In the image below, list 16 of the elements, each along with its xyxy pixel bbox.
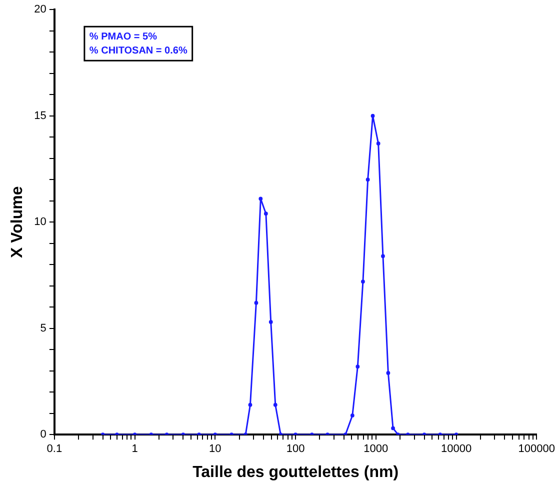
x-tick-label: 100 <box>286 443 305 456</box>
y-tick-label: 0 <box>40 428 46 441</box>
x-tick-label: 10 <box>209 443 222 456</box>
x-axis-title: Taille des gouttelettes (nm) <box>192 464 399 481</box>
x-tick-label: 1000 <box>364 443 388 456</box>
y-tick-label: 15 <box>34 110 46 122</box>
annotation: % CHITOSAN = 0.6% <box>89 45 188 56</box>
x-tick-label: 100000 <box>518 443 556 456</box>
x-tick-label: 0.1 <box>46 443 62 456</box>
y-axis-title: X Volume <box>9 186 26 258</box>
annotation: % PMAO = 5% <box>89 31 158 42</box>
y-tick-label: 20 <box>34 4 46 16</box>
y-tick-label: 5 <box>40 322 46 334</box>
x-tick-label: 10000 <box>440 443 472 456</box>
y-tick-label: 10 <box>34 216 46 228</box>
x-tick-label: 1 <box>132 443 138 456</box>
